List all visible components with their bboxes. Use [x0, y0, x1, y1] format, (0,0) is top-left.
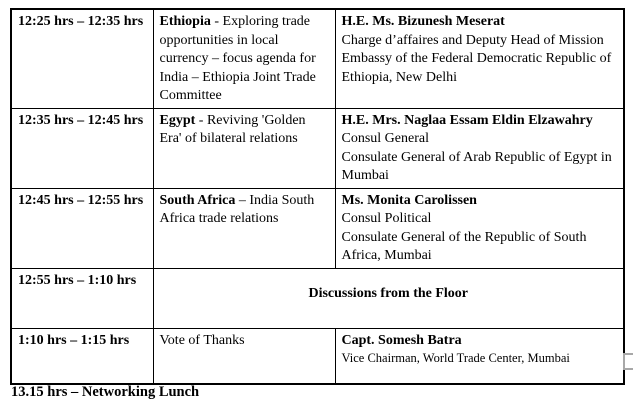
speaker-title: Vice Chairman, World Trade Center, Mumba… — [341, 351, 570, 365]
speaker-title: Charge d’affaires and Deputy Head of Mis… — [341, 32, 604, 48]
speaker-organization: Embassy of the Federal Democratic Republ… — [341, 51, 612, 85]
speaker-cell: Capt. Somesh Batra Vice Chairman, World … — [334, 327, 625, 384]
topic-country: Ethiopia — [159, 14, 211, 29]
topic-text: Vote of Thanks — [159, 332, 245, 348]
topic-text: - Exploring trade opportunities in local… — [159, 14, 316, 103]
time-cell: 12:35 hrs – 12:45 hrs — [10, 107, 154, 189]
topic-cell: Ethiopia - Exploring trade opportunities… — [152, 8, 336, 109]
time-cell: 12:45 hrs – 12:55 hrs — [10, 187, 154, 269]
agenda-row-egypt: 12:35 hrs – 12:45 hrs Egypt - Reviving '… — [10, 107, 625, 189]
agenda-row-discussions: 12:55 hrs – 1:10 hrs Discussions from th… — [10, 267, 625, 329]
topic-cell: Vote of Thanks — [152, 327, 336, 384]
agenda-table: 12:25 hrs – 12:35 hrs Ethiopia - Explori… — [10, 8, 625, 385]
speaker-title: Consul Political — [341, 211, 432, 226]
topic-country: South Africa — [159, 192, 236, 208]
agenda-row-vote-of-thanks: 1:10 hrs – 1:15 hrs Vote of Thanks Capt.… — [10, 327, 625, 384]
speaker-cell: H.E. Ms. Bizunesh Meserat Charge d’affai… — [334, 8, 625, 109]
speaker-organization: Consulate General of the Republic of Sou… — [341, 229, 587, 264]
speaker-name: H.E. Ms. Bizunesh Meserat — [341, 14, 505, 29]
discussions-cell: Discussions from the Floor — [152, 267, 625, 329]
networking-lunch-note: 13.15 hrs – Networking Lunch — [11, 384, 200, 400]
topic-text: - Reviving 'Golden Era' of bilateral rel… — [159, 112, 306, 147]
table-resize-handle[interactable] — [623, 353, 633, 370]
time-cell: 1:10 hrs – 1:15 hrs — [10, 327, 154, 384]
speaker-organization: Consulate General of Arab Republic of Eg… — [341, 149, 612, 184]
agenda-row-south-africa: 12:45 hrs – 12:55 hrs South Africa – Ind… — [10, 187, 625, 269]
speaker-cell: Ms. Monita Carolissen Consul Political C… — [334, 187, 625, 269]
time-cell: 12:25 hrs – 12:35 hrs — [10, 8, 154, 109]
agenda-row-ethiopia: 12:25 hrs – 12:35 hrs Ethiopia - Explori… — [10, 8, 625, 109]
topic-text: – India South Africa trade relations — [159, 192, 315, 227]
speaker-name: Ms. Monita Carolissen — [341, 192, 477, 208]
topic-cell: Egypt - Reviving 'Golden Era' of bilater… — [152, 107, 336, 189]
speaker-cell: H.E. Mrs. Naglaa Essam Eldin Elzawahry C… — [334, 107, 625, 189]
speaker-name: Capt. Somesh Batra — [341, 332, 462, 348]
topic-country: Egypt — [159, 112, 196, 128]
speaker-name: H.E. Mrs. Naglaa Essam Eldin Elzawahry — [341, 112, 593, 128]
topic-cell: South Africa – India South Africa trade … — [152, 187, 336, 269]
speaker-title: Consul General — [341, 131, 429, 146]
time-cell: 12:55 hrs – 1:10 hrs — [10, 267, 154, 329]
